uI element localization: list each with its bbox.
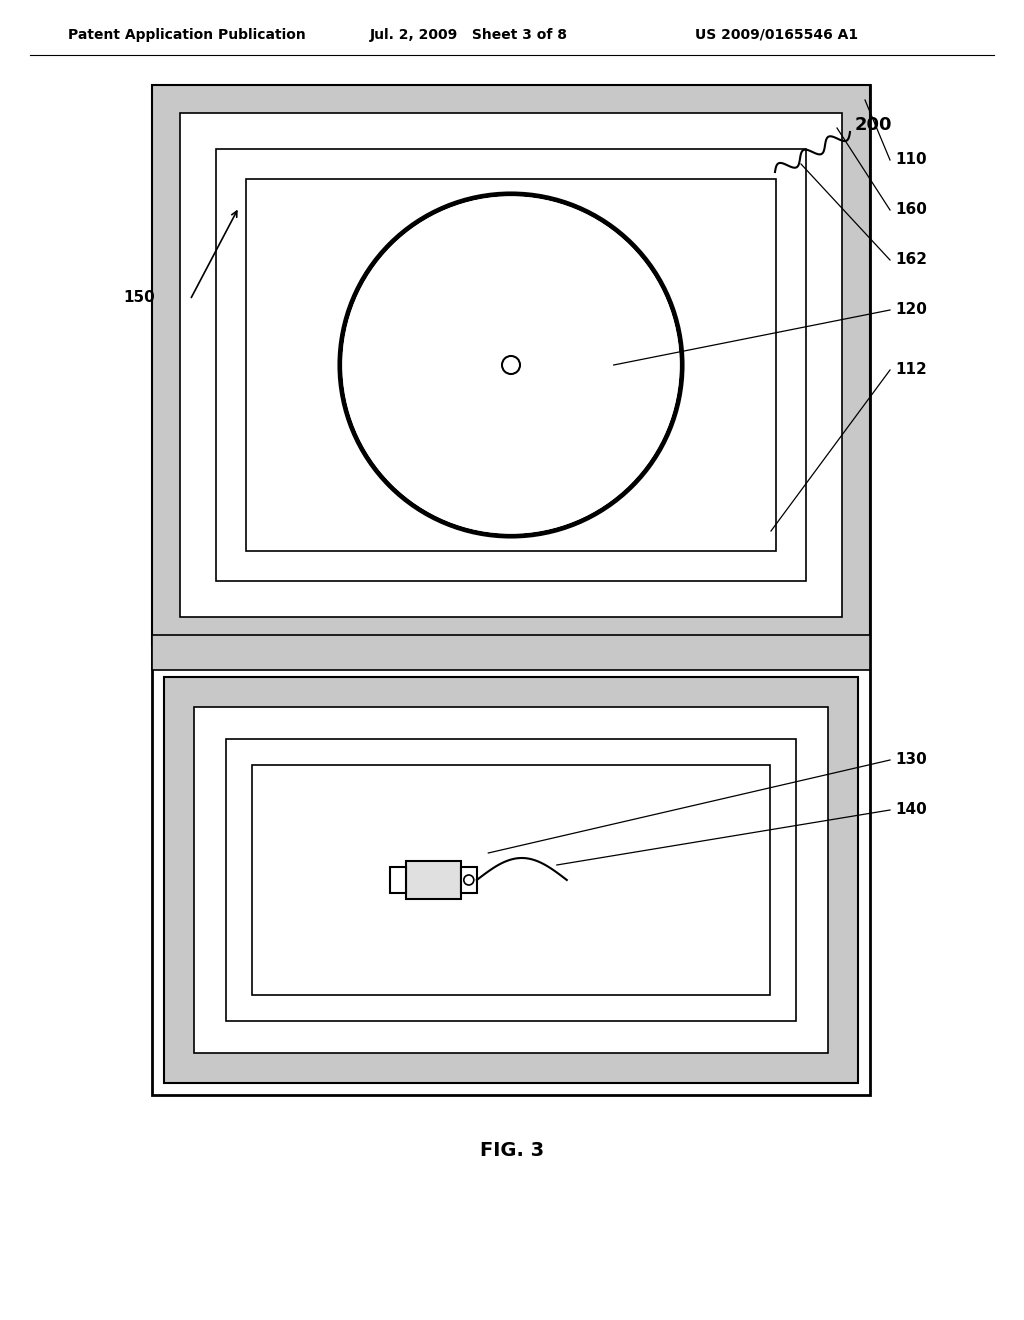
- Bar: [152, 84, 870, 1096]
- Bar: [406, 861, 461, 899]
- Bar: [152, 84, 870, 645]
- Circle shape: [504, 358, 518, 372]
- Bar: [164, 677, 858, 1082]
- Text: 150: 150: [123, 290, 155, 305]
- Text: Patent Application Publication: Patent Application Publication: [68, 28, 306, 42]
- Bar: [461, 867, 477, 894]
- Circle shape: [342, 197, 680, 533]
- Text: 140: 140: [895, 803, 927, 817]
- Text: 120: 120: [895, 302, 927, 318]
- Text: 130: 130: [895, 752, 927, 767]
- Bar: [204, 717, 818, 1043]
- Text: FIG. 3: FIG. 3: [480, 1140, 544, 1159]
- Text: 110: 110: [895, 153, 927, 168]
- Bar: [216, 149, 806, 581]
- Text: 112: 112: [895, 363, 927, 378]
- Bar: [224, 157, 798, 573]
- Bar: [194, 708, 828, 1053]
- Bar: [390, 867, 406, 894]
- Bar: [252, 766, 770, 995]
- Bar: [190, 123, 831, 607]
- Text: Jul. 2, 2009   Sheet 3 of 8: Jul. 2, 2009 Sheet 3 of 8: [370, 28, 568, 42]
- Text: US 2009/0165546 A1: US 2009/0165546 A1: [695, 28, 858, 42]
- Bar: [226, 739, 796, 1020]
- Text: 160: 160: [895, 202, 927, 218]
- Bar: [152, 635, 870, 671]
- Bar: [180, 114, 842, 616]
- Text: 162: 162: [895, 252, 927, 268]
- Text: 200: 200: [855, 116, 893, 135]
- Bar: [246, 180, 776, 550]
- Bar: [234, 747, 788, 1012]
